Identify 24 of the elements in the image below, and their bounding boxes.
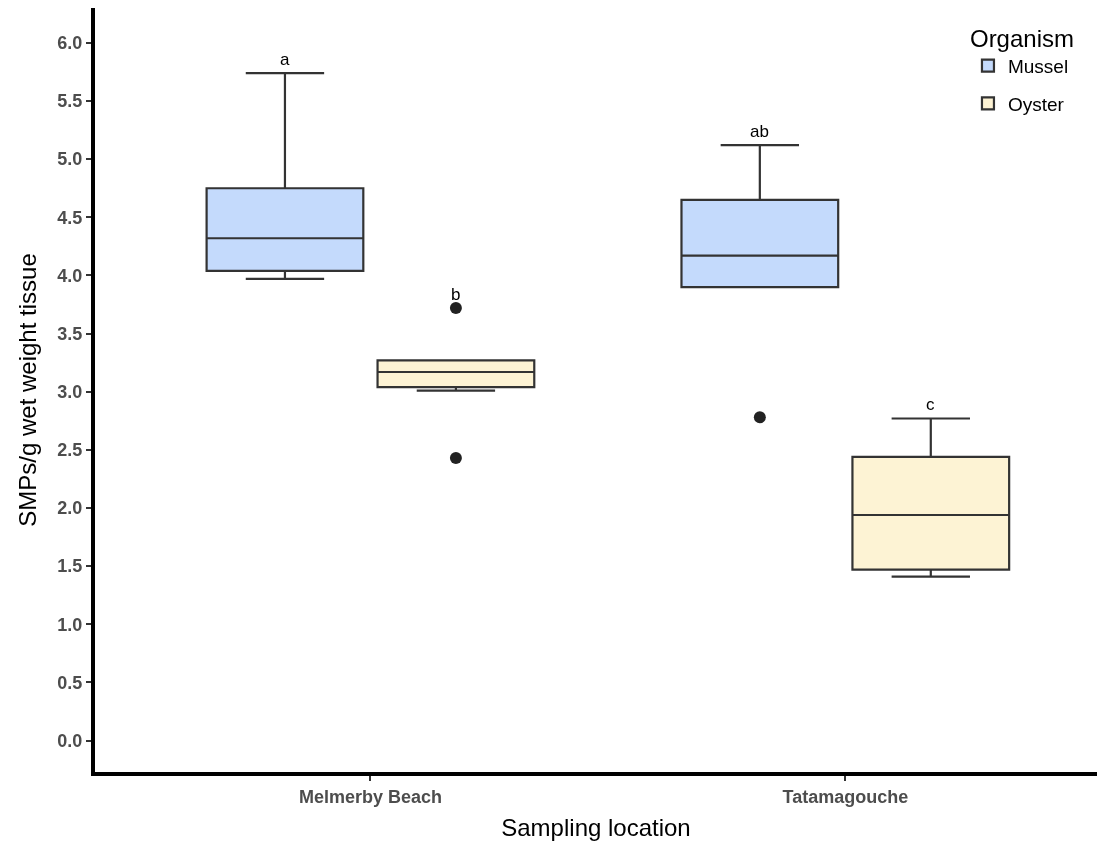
y-tick-label: 0.0 bbox=[57, 730, 83, 751]
y-tick-label: 3.0 bbox=[57, 382, 83, 403]
legend-label: Oyster bbox=[1007, 93, 1065, 115]
y-tick-label: 4.0 bbox=[57, 265, 83, 286]
annotation: c bbox=[926, 395, 935, 414]
annotation: ab bbox=[750, 122, 769, 141]
y-tick-label: 2.5 bbox=[57, 440, 83, 461]
y-tick-label: 5.5 bbox=[57, 91, 83, 112]
x-axis-title: Sampling location bbox=[501, 814, 691, 842]
x-tick-label: Tatamagouche bbox=[782, 786, 909, 807]
y-tick-label: 5.0 bbox=[57, 149, 83, 170]
legend-title: Organism bbox=[969, 24, 1074, 52]
annotation: a bbox=[280, 50, 290, 69]
y-tick-label: 1.5 bbox=[57, 556, 83, 577]
y-tick-label: 1.0 bbox=[57, 614, 83, 635]
y-tick-label: 6.0 bbox=[57, 33, 83, 54]
y-axis-title: SMPs/g wet weight tissue bbox=[13, 253, 41, 527]
y-tick-label: 2.0 bbox=[57, 498, 83, 519]
y-tick-label: 3.5 bbox=[57, 323, 83, 344]
y-tick-label: 0.5 bbox=[57, 672, 83, 693]
x-tick-label: Melmerby Beach bbox=[298, 786, 442, 807]
legend-label: Mussel bbox=[1007, 56, 1069, 78]
y-tick-label: 4.5 bbox=[57, 207, 83, 228]
annotation: b bbox=[451, 285, 461, 304]
